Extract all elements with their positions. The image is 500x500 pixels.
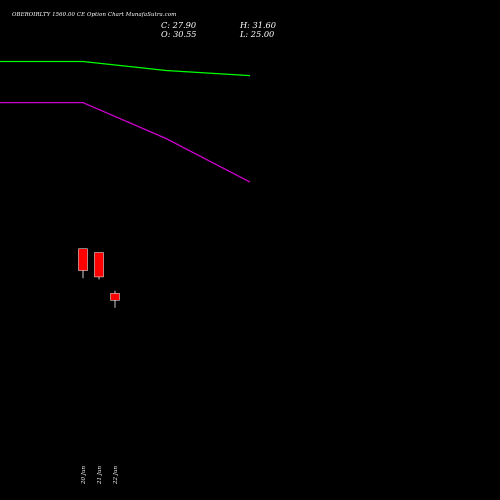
date-tick-label: 20 Jun xyxy=(81,466,87,485)
candle-body xyxy=(78,248,88,271)
date-axis: 20 Jun 21 Jun 22 Jun xyxy=(81,466,119,485)
candle xyxy=(94,252,104,280)
overlay-line-2 xyxy=(0,101,251,183)
chart-title: OBEROIRLTY 1560.00 CE Option Chart Munaf… xyxy=(12,12,177,18)
high-value: H: 31.60 xyxy=(240,20,276,30)
candle-body xyxy=(110,293,120,301)
candle-body xyxy=(94,252,104,278)
low-value: L: 25.00 xyxy=(240,29,275,39)
candles xyxy=(78,248,120,308)
open-value: O: 30.55 xyxy=(161,29,197,39)
candle xyxy=(78,248,88,279)
overlay-line-1 xyxy=(0,60,251,77)
date-tick-label: 21 Jun xyxy=(97,466,103,485)
date-tick-label: 22 Jun xyxy=(113,466,119,485)
close-value: C: 27.90 xyxy=(161,20,197,30)
overlay-lines xyxy=(0,60,251,183)
candle xyxy=(110,290,120,308)
